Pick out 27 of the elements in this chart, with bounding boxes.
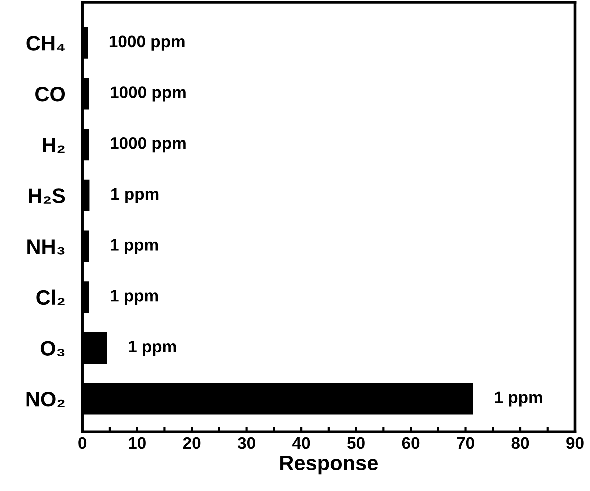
annotation: 1 ppm bbox=[495, 392, 542, 407]
x-tick-label: 70 bbox=[457, 437, 474, 450]
y-tick-label: Cl₂ bbox=[36, 290, 65, 306]
x-tick-label: 30 bbox=[238, 437, 256, 450]
y-tick-label: O₃ bbox=[40, 341, 65, 357]
annotation: 1000 ppm bbox=[110, 36, 185, 51]
annotation: 1000 ppm bbox=[111, 137, 186, 153]
y-tick-label: NH₃ bbox=[28, 240, 65, 255]
y-tick-label: H₂ bbox=[43, 138, 65, 154]
x-axis-title: Response bbox=[280, 456, 378, 475]
x-tick-label: 10 bbox=[129, 437, 146, 450]
x-tick-label: 90 bbox=[566, 437, 584, 450]
annotation: 1 ppm bbox=[111, 239, 158, 254]
annotation: 1 ppm bbox=[111, 290, 158, 306]
annotation: 1000 ppm bbox=[111, 86, 186, 102]
annotation: 1 ppm bbox=[112, 188, 159, 204]
x-tick-label: 40 bbox=[292, 437, 310, 450]
y-tick-label: H₂S bbox=[29, 188, 66, 204]
y-tick-label: NO₂ bbox=[26, 392, 65, 408]
x-tick-label: 20 bbox=[183, 437, 201, 450]
x-tick-label: 60 bbox=[402, 437, 420, 450]
x-tick-label: 80 bbox=[512, 437, 530, 450]
y-tick-label: CH₄ bbox=[26, 36, 65, 52]
x-tick-label: 0 bbox=[78, 437, 87, 450]
y-tick-label: CO bbox=[36, 86, 66, 102]
x-tick-label: 50 bbox=[348, 437, 365, 450]
annotation: 1 ppm bbox=[129, 341, 176, 356]
